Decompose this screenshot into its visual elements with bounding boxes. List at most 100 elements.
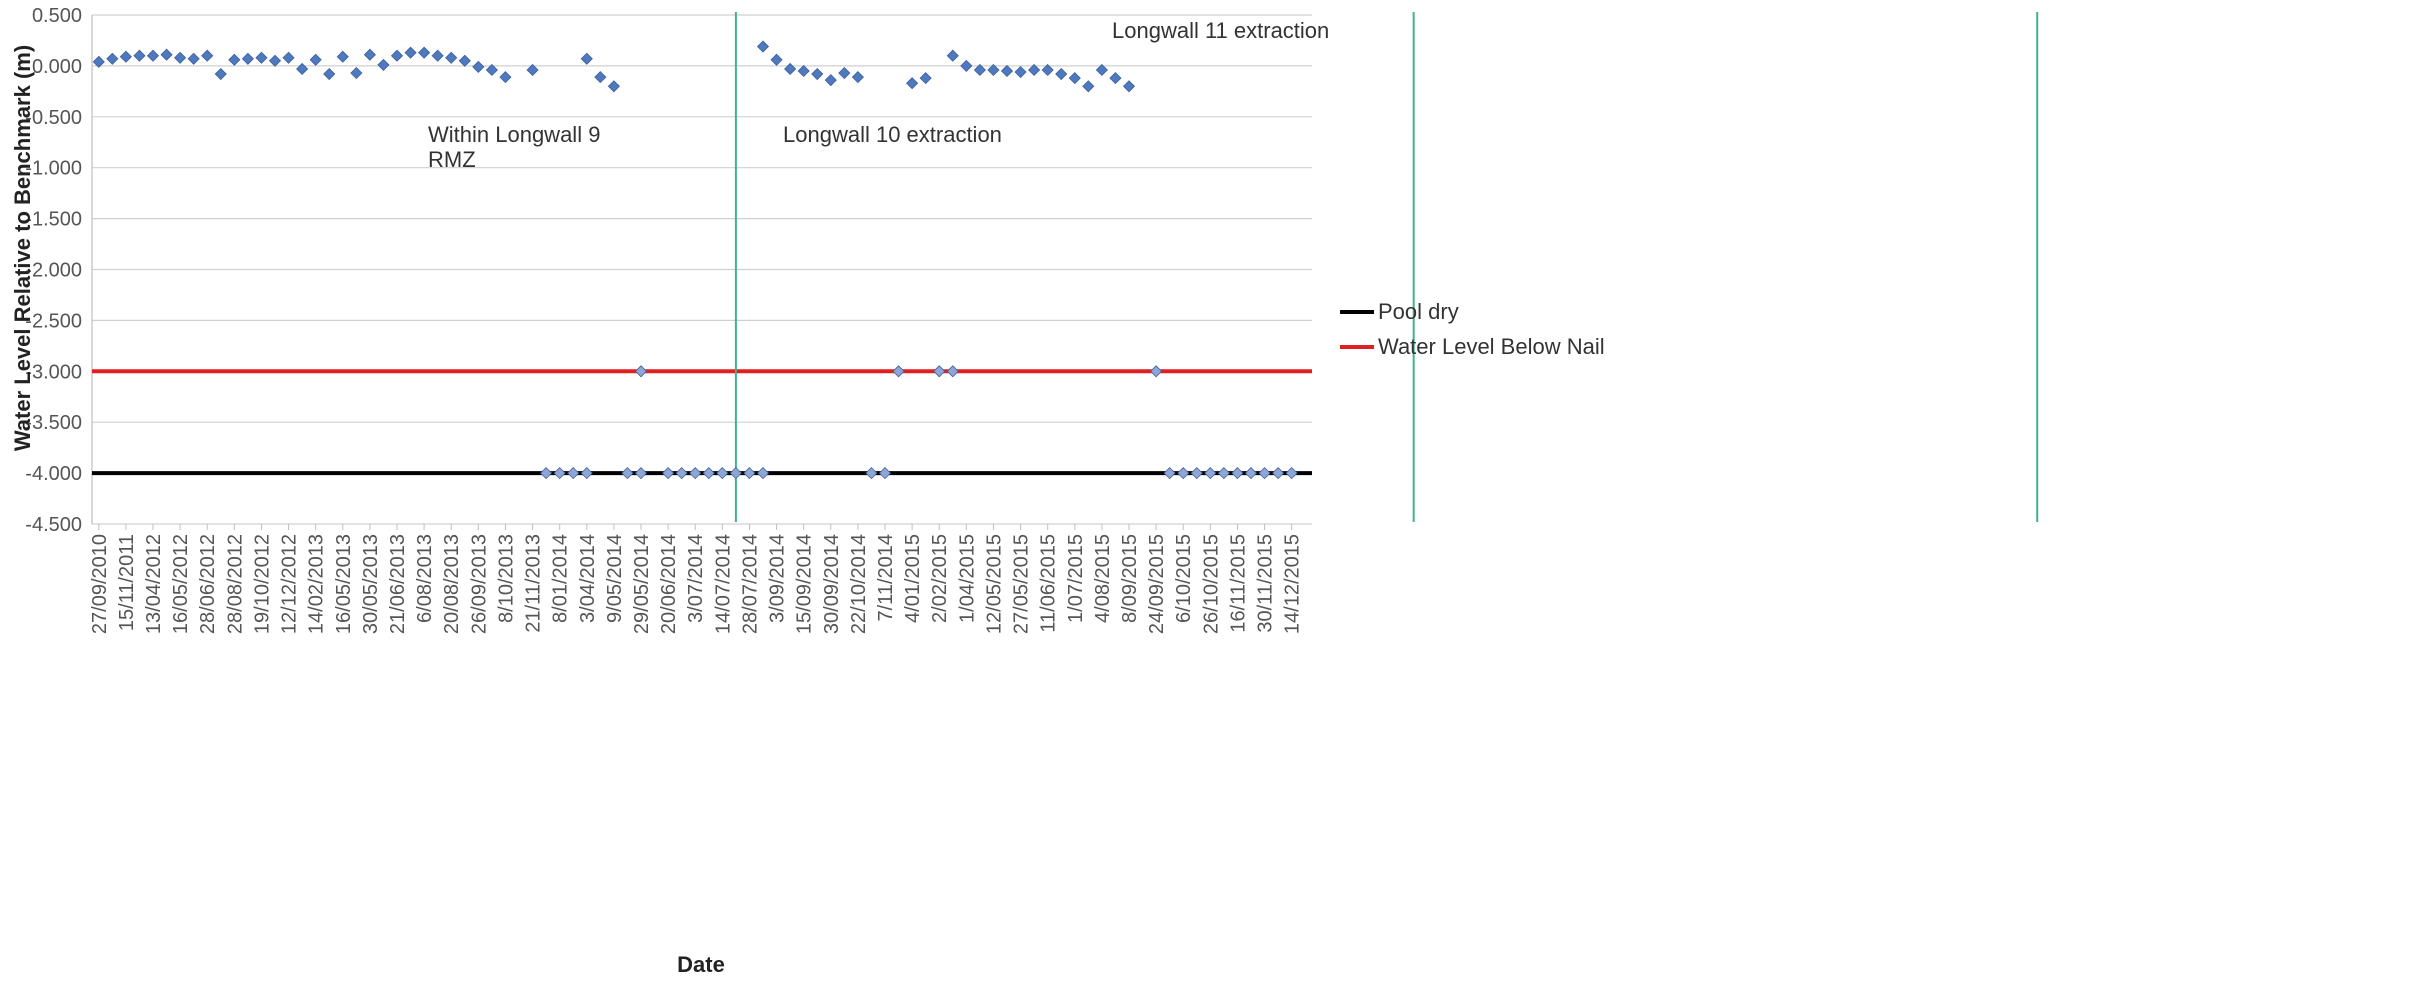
y-tick-label: -4.000 xyxy=(25,463,82,485)
data-point xyxy=(946,365,959,378)
data-point xyxy=(906,77,919,90)
data-point xyxy=(594,71,607,84)
vertical-event-lines xyxy=(734,12,2039,522)
data-point xyxy=(1244,467,1258,480)
data-point xyxy=(1000,64,1014,78)
x-tick-label: 14/02/2013 xyxy=(306,534,328,634)
data-point xyxy=(458,54,471,67)
data-point xyxy=(499,71,512,84)
data-point xyxy=(770,53,783,66)
y-tick-label: -4.500 xyxy=(25,514,82,536)
data-point xyxy=(1055,67,1068,81)
data-point xyxy=(1190,467,1203,480)
data-point xyxy=(336,50,349,63)
data-points xyxy=(92,40,1298,480)
data-point xyxy=(540,467,553,480)
data-point xyxy=(675,467,688,480)
data-point xyxy=(851,71,864,84)
x-tick-label: 14/12/2015 xyxy=(1282,534,1304,634)
data-point xyxy=(729,467,742,480)
x-tick-label: 12/12/2012 xyxy=(279,534,301,634)
data-point xyxy=(133,49,146,62)
x-tick-label: 9/05/2014 xyxy=(604,534,626,623)
x-tick-label: 19/10/2012 xyxy=(251,534,273,634)
x-tick-label: 16/05/2013 xyxy=(333,534,355,634)
legend-label: Water Level Below Nail xyxy=(1378,334,1605,359)
y-tick-label: 0.500 xyxy=(32,5,82,27)
x-tick-label: 3/09/2014 xyxy=(767,534,789,623)
legend-label: Pool dry xyxy=(1378,299,1459,324)
data-point xyxy=(418,46,431,59)
data-point xyxy=(824,74,837,87)
data-point xyxy=(892,365,905,378)
data-point xyxy=(119,50,132,63)
y-axis-tick-labels: 0.500 0.000 -0.500 -1.000 -1.500 -2.000 -2.500… xyxy=(25,5,82,536)
data-point xyxy=(634,365,648,378)
data-point xyxy=(580,52,593,65)
data-point xyxy=(363,48,376,61)
data-point xyxy=(268,54,282,67)
data-point xyxy=(567,467,580,480)
x-tick-label: 29/05/2014 xyxy=(631,534,653,634)
x-tick-label: 11/06/2015 xyxy=(1038,534,1060,633)
data-point xyxy=(255,51,268,64)
data-point xyxy=(187,52,200,65)
annotation-text: Within Longwall 9 xyxy=(428,122,600,147)
data-point xyxy=(634,467,648,480)
data-point xyxy=(797,64,810,78)
data-point xyxy=(1258,467,1271,480)
data-point xyxy=(689,467,702,480)
x-tick-label: 30/11/2015 xyxy=(1255,534,1277,633)
reference-lines xyxy=(92,369,1312,476)
x-tick-label: 8/01/2014 xyxy=(550,534,572,623)
x-tick-label: 26/09/2013 xyxy=(468,534,490,634)
x-tick-label: 3/07/2014 xyxy=(685,534,707,623)
y-tick-label: -2.500 xyxy=(25,310,82,332)
data-point xyxy=(526,63,539,77)
y-axis-title: Water Level Relative to Benchmark (m) xyxy=(10,45,35,451)
data-point xyxy=(580,467,593,480)
x-tick-label: 28/06/2012 xyxy=(197,534,219,634)
data-point xyxy=(1285,467,1298,480)
x-tick-label: 24/09/2015 xyxy=(1146,534,1168,634)
x-tick-label: 27/05/2015 xyxy=(1011,534,1033,634)
legend: Pool dry Water Level Below Nail xyxy=(1340,299,1605,359)
x-tick-label: 14/07/2014 xyxy=(712,534,734,634)
data-point xyxy=(201,49,214,62)
x-tick-label: 4/01/2015 xyxy=(902,534,924,623)
x-tick-label: 21/11/2013 xyxy=(523,534,545,633)
data-point xyxy=(1014,65,1027,79)
x-tick-label: 1/07/2015 xyxy=(1065,534,1087,623)
x-axis-title: Date xyxy=(677,952,725,977)
data-point xyxy=(92,55,105,68)
data-point xyxy=(1028,63,1041,77)
data-point xyxy=(390,49,404,62)
data-point xyxy=(350,66,363,80)
x-tick-label: 22/10/2014 xyxy=(848,534,870,634)
y-tick-label: -3.500 xyxy=(25,412,82,434)
x-tick-label: 20/06/2014 xyxy=(658,534,680,634)
x-tick-label: 21/06/2013 xyxy=(387,534,409,634)
data-point xyxy=(228,53,241,66)
data-point xyxy=(1272,467,1285,480)
data-point xyxy=(973,63,986,77)
data-point xyxy=(716,467,729,480)
x-tick-label: 26/10/2015 xyxy=(1200,534,1222,634)
data-point xyxy=(1231,467,1244,480)
data-point xyxy=(1068,72,1081,85)
x-tick-label: 2/02/2015 xyxy=(929,534,951,623)
x-tick-label: 27/09/2010 xyxy=(89,534,111,634)
data-point xyxy=(784,62,797,76)
data-point xyxy=(1122,80,1136,93)
data-point xyxy=(662,467,675,480)
data-point xyxy=(1217,467,1230,480)
x-tick-label: 16/05/2012 xyxy=(170,534,192,634)
y-tick-label: 0.000 xyxy=(32,56,82,78)
data-point xyxy=(946,49,959,62)
data-point xyxy=(106,52,119,65)
y-tick-label: -3.000 xyxy=(25,361,82,383)
data-point xyxy=(174,51,187,64)
data-point xyxy=(431,49,444,62)
